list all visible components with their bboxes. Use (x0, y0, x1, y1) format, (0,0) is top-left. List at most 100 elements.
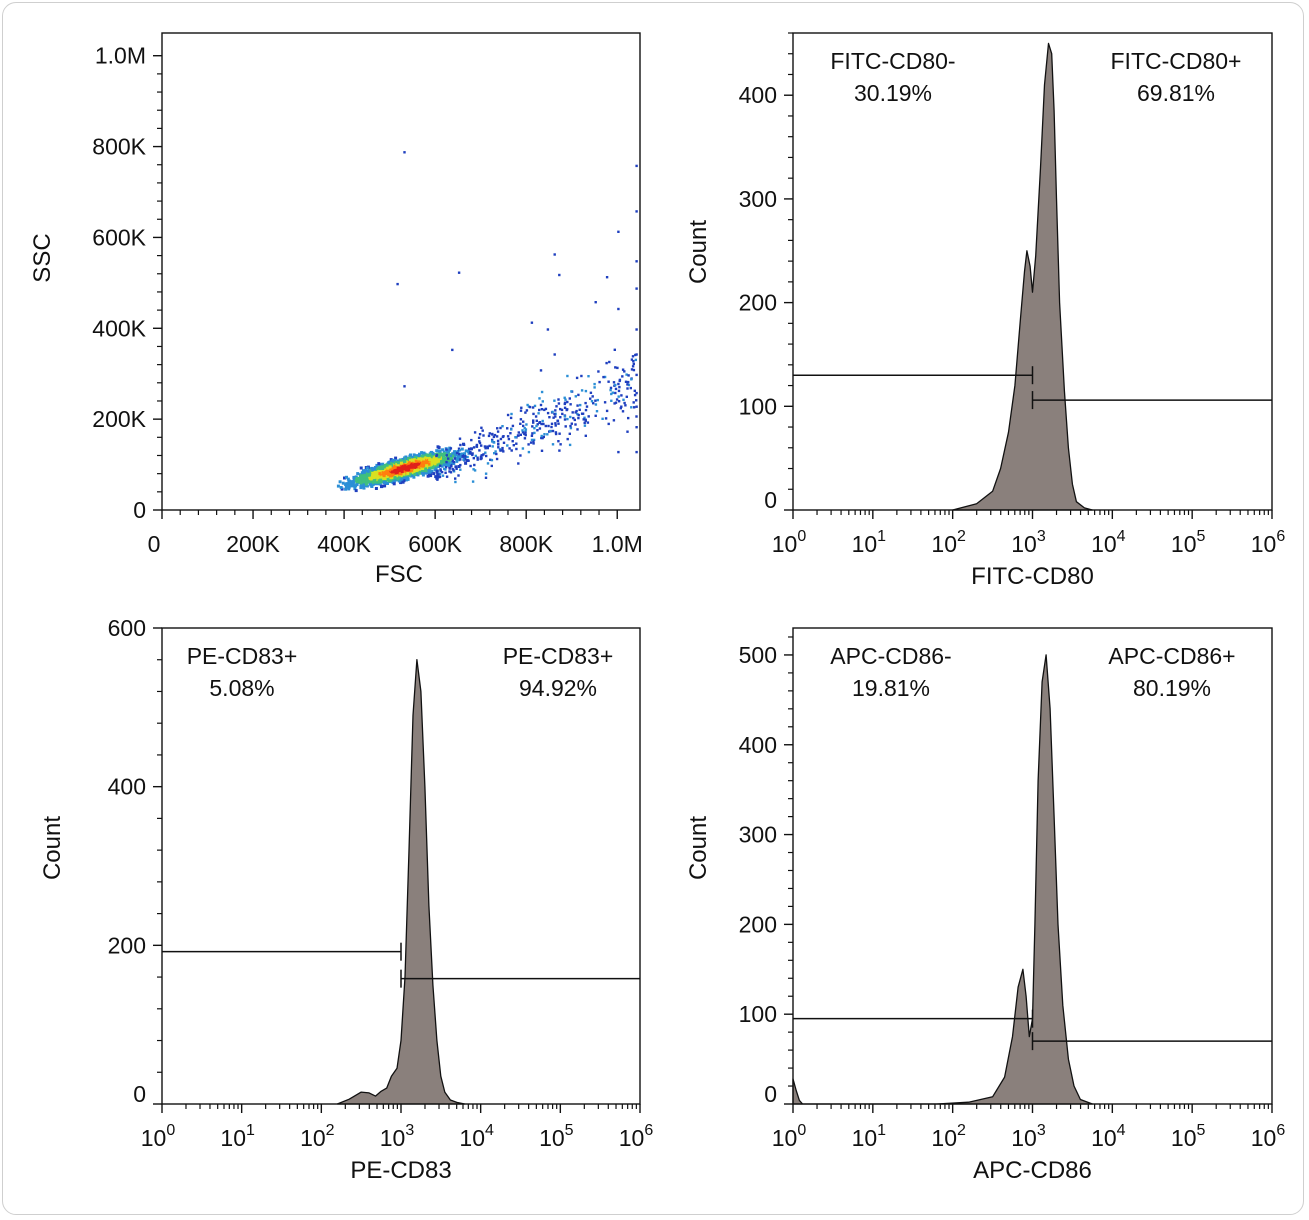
x-tick-label: 105 (1171, 528, 1206, 557)
x-tick-label: 0 (148, 531, 161, 557)
y-axis-label: Count (685, 816, 712, 880)
event-dot (457, 271, 461, 274)
gate-percent-label: 94.92% (519, 675, 597, 701)
event-dot (451, 348, 454, 352)
y-tick-label: 600 (108, 615, 146, 641)
y-tick-label: 400 (739, 82, 777, 108)
gate-percent-label: 69.81% (1137, 80, 1215, 106)
event-dot (617, 450, 620, 454)
x-tick-label: 1.0M (592, 531, 643, 557)
x-tick-label: 103 (1011, 528, 1046, 557)
x-tick-label: 400K (317, 531, 371, 557)
dense-population (336, 348, 638, 493)
x-axis-label: APC-CD86 (973, 1157, 1092, 1184)
gate-name-label: APC-CD86- (830, 643, 951, 669)
event-dot (546, 328, 550, 331)
event-dot (576, 428, 579, 431)
event-dot (594, 301, 597, 304)
y-axis-label: SSC (29, 233, 56, 282)
x-tick-label: 106 (1251, 528, 1286, 557)
event-dot (539, 369, 543, 372)
y-tick-label: 400 (108, 774, 146, 800)
event-dot (635, 353, 638, 356)
gate-name-label: FITC-CD80- (830, 48, 955, 74)
y-tick-label: 500 (739, 642, 777, 668)
event-dot (617, 230, 620, 233)
histogram-area (952, 42, 1094, 511)
x-tick-label: 100 (141, 1122, 176, 1151)
y-tick-label: 200 (739, 290, 777, 316)
y-tick-label: 300 (739, 186, 777, 212)
y-tick-label: 0 (764, 1081, 777, 1107)
x-tick-label: 103 (1011, 1122, 1046, 1151)
x-axis-label: FITC-CD80 (971, 563, 1094, 590)
event-dot (635, 391, 638, 395)
x-tick-label: 104 (1091, 528, 1126, 557)
event-dot (612, 419, 616, 422)
y-tick-label: 100 (739, 1001, 777, 1027)
event-dot (621, 410, 625, 413)
apc-cd86-histogram: 0 100 200 300 400 500 100 101 102 103 104 105 106 APC… (685, 627, 1286, 1184)
y-tick-label: 0 (764, 487, 777, 513)
gate-name-label: APC-CD86+ (1108, 643, 1235, 669)
histogram-area (336, 659, 466, 1105)
x-tick-label: 104 (1091, 1122, 1126, 1151)
event-dot (617, 307, 620, 311)
event-dot (635, 287, 638, 290)
fitc-cd80-histogram: 0 100 200 300 400 100 101 102 103 104 105 106 FITC-C… (685, 32, 1286, 590)
y-tick-label: 0 (133, 497, 146, 523)
event-dot (635, 260, 638, 263)
x-tick-label: 100 (772, 528, 807, 557)
y-tick-label: 200 (108, 932, 146, 958)
event-dot (626, 387, 629, 390)
y-tick-label: 200 (739, 911, 777, 937)
y-tick-label: 600K (92, 224, 146, 250)
y-tick-label: 100 (739, 393, 777, 419)
x-tick-label: 106 (619, 1122, 654, 1151)
gate-name-label: PE-CD83+ (503, 643, 614, 669)
x-tick-label: 103 (380, 1122, 415, 1151)
x-tick-label: 102 (300, 1122, 335, 1151)
x-tick-label: 101 (852, 528, 887, 557)
plot-frame (161, 32, 641, 511)
gate-percent-label: 19.81% (852, 675, 930, 701)
event-dot (553, 353, 556, 356)
event-dot (594, 414, 597, 417)
event-dot (553, 253, 556, 256)
x-tick-label: 102 (931, 528, 966, 557)
gate-percent-label: 5.08% (209, 675, 274, 701)
y-tick-label: 200K (92, 406, 146, 432)
event-dot (635, 426, 638, 429)
gate-name-label: PE-CD83+ (187, 643, 298, 669)
x-tick-label: 100 (772, 1122, 807, 1151)
event-dot (617, 382, 620, 386)
y-tick-label: 400K (92, 315, 146, 341)
event-dot (605, 276, 609, 279)
x-tick-label: 102 (931, 1122, 966, 1151)
pe-cd83-histogram: 0 200 400 600 100 101 102 103 104 105 106 PE-CD83+ 5… (39, 615, 653, 1184)
histogram-area (792, 654, 1094, 1105)
x-tick-label: 106 (1251, 1122, 1286, 1151)
x-tick-label: 104 (459, 1122, 494, 1151)
x-tick-label: 101 (852, 1122, 887, 1151)
fsc-ssc-dot-plot: 0 200K 400K 600K 800K 1.0M 0 200K 400K 600K 800K 1.… (29, 32, 643, 588)
event-dot (635, 373, 638, 377)
event-dot (403, 385, 406, 388)
y-tick-label: 300 (739, 822, 777, 848)
event-dot (635, 405, 638, 408)
event-dot (635, 210, 638, 213)
y-axis-label: Count (685, 220, 712, 284)
gate-name-label: FITC-CD80+ (1111, 48, 1242, 74)
event-dot (517, 462, 520, 465)
event-dot (635, 164, 638, 168)
event-dot (558, 273, 561, 277)
y-axis-label: Count (39, 816, 66, 880)
y-tick-label: 800K (92, 134, 146, 160)
event-dot (403, 151, 406, 154)
gate-percent-label: 80.19% (1133, 675, 1211, 701)
x-axis-label: PE-CD83 (350, 1157, 451, 1184)
outlier-events (396, 151, 638, 465)
y-tick-label: 400 (739, 732, 777, 758)
